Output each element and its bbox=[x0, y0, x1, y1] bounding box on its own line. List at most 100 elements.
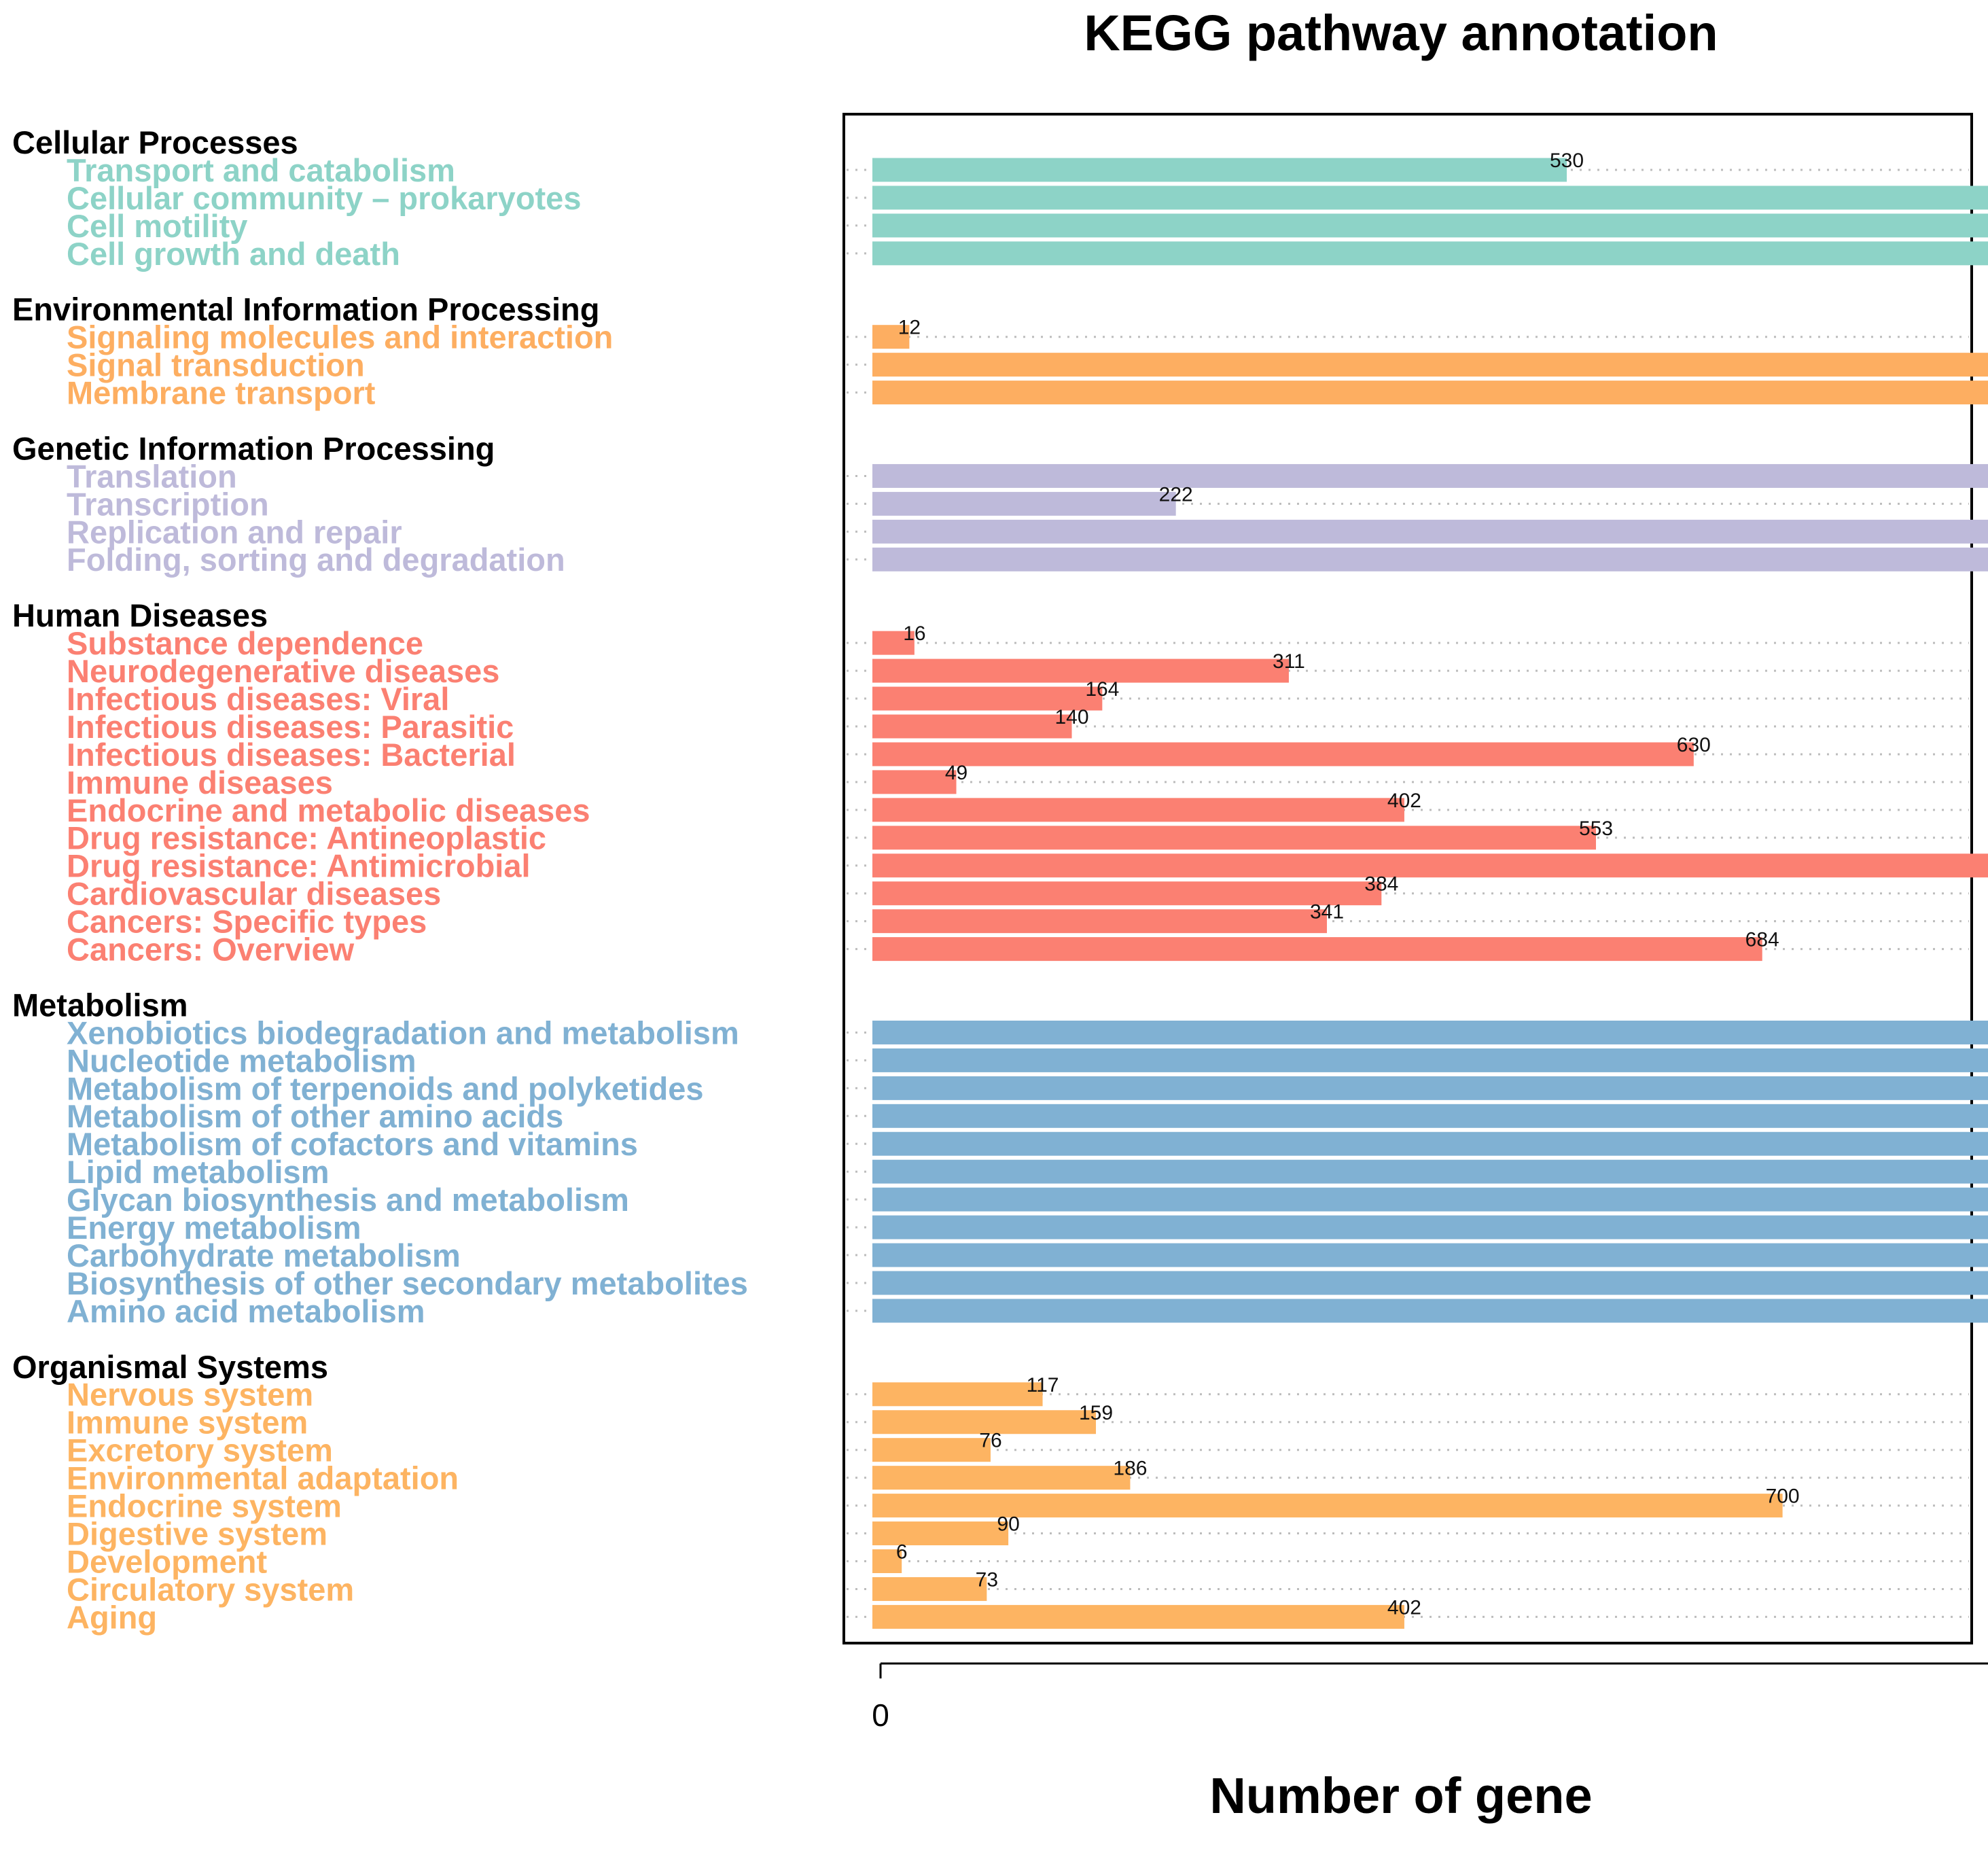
bar bbox=[872, 1299, 1988, 1323]
bar bbox=[872, 631, 915, 655]
group-header: Genetic Information Processing bbox=[12, 430, 495, 466]
category-label: Translation bbox=[67, 458, 237, 494]
bar bbox=[872, 1243, 1988, 1267]
data-label: 159 bbox=[1079, 1402, 1113, 1424]
category-label: Transport and catabolism bbox=[67, 152, 455, 188]
bar bbox=[872, 1466, 1131, 1490]
plot-frame bbox=[842, 113, 1973, 1644]
category-label: Immune diseases bbox=[67, 764, 333, 800]
category-label: Drug resistance: Antineoplastic bbox=[67, 820, 546, 856]
bar bbox=[872, 213, 1988, 238]
bar bbox=[872, 1410, 1097, 1434]
data-label: 530 bbox=[1550, 149, 1584, 172]
data-label: 49 bbox=[945, 762, 968, 784]
group-header: Metabolism bbox=[12, 987, 188, 1023]
bar bbox=[872, 770, 957, 794]
category-label: Cancers: Overview bbox=[67, 932, 355, 968]
bar bbox=[872, 1020, 1988, 1044]
bar bbox=[872, 853, 1988, 878]
category-label: Signaling molecules and interaction bbox=[67, 319, 613, 355]
category-label: Circulatory system bbox=[67, 1571, 354, 1607]
bar-layer bbox=[872, 158, 1988, 1629]
data-label: 630 bbox=[1677, 734, 1711, 756]
data-label: 16 bbox=[903, 622, 925, 645]
data-label: 164 bbox=[1085, 678, 1119, 701]
bar bbox=[872, 1104, 1988, 1128]
category-label: Xenobiotics biodegradation and metabolis… bbox=[67, 1015, 739, 1051]
bar bbox=[872, 1604, 1404, 1629]
data-label: 553 bbox=[1579, 817, 1613, 840]
bar bbox=[872, 658, 1289, 683]
category-label: Endocrine and metabolic diseases bbox=[67, 792, 590, 828]
category-label: Biosynthesis of other secondary metaboli… bbox=[67, 1265, 748, 1301]
bar bbox=[872, 881, 1382, 906]
category-label: Cancers: Specific types bbox=[67, 904, 427, 940]
category-label: Infectious diseases: Parasitic bbox=[67, 709, 514, 745]
bar bbox=[872, 798, 1404, 822]
category-label: Amino acid metabolism bbox=[67, 1293, 425, 1329]
category-label: Cardiovascular diseases bbox=[67, 876, 441, 912]
bar bbox=[872, 1521, 1009, 1546]
bar bbox=[872, 1271, 1988, 1295]
data-label: 384 bbox=[1364, 873, 1398, 896]
data-label: 73 bbox=[976, 1568, 998, 1591]
category-label: Replication and repair bbox=[67, 514, 402, 550]
category-label: Excretory system bbox=[67, 1432, 333, 1468]
bar bbox=[872, 463, 1988, 488]
bar bbox=[872, 826, 1597, 850]
data-label: 402 bbox=[1387, 1596, 1421, 1619]
category-label: Nucleotide metabolism bbox=[67, 1042, 416, 1078]
category-label: Lipid metabolism bbox=[67, 1154, 330, 1190]
category-label: Signal transduction bbox=[67, 347, 365, 383]
bar bbox=[872, 353, 1988, 377]
category-label: Infectious diseases: Viral bbox=[67, 681, 449, 717]
bar bbox=[872, 1131, 1988, 1156]
category-label: Cell growth and death bbox=[67, 236, 400, 272]
category-label: Energy metabolism bbox=[67, 1210, 361, 1246]
bar bbox=[872, 909, 1327, 934]
data-label: 684 bbox=[1745, 929, 1779, 951]
category-label: Folding, sorting and degradation bbox=[67, 542, 565, 578]
category-label: Endocrine system bbox=[67, 1488, 342, 1524]
x-axis: 02000400060008000 bbox=[872, 1662, 1988, 1733]
category-label: Cellular community – prokaryotes bbox=[67, 180, 581, 216]
category-label: Environmental adaptation bbox=[67, 1460, 459, 1496]
data-label: 341 bbox=[1310, 901, 1344, 923]
category-label: Drug resistance: Antimicrobial bbox=[67, 848, 531, 884]
bar bbox=[872, 1159, 1988, 1184]
bar bbox=[872, 714, 1072, 739]
x-axis-label: Number of gene bbox=[1209, 1767, 1592, 1824]
category-label: Development bbox=[67, 1543, 267, 1579]
category-label: Substance dependence bbox=[67, 625, 423, 661]
data-label: 402 bbox=[1387, 790, 1421, 812]
group-header: Human Diseases bbox=[12, 597, 268, 633]
bar bbox=[872, 1382, 1043, 1407]
bar bbox=[872, 1187, 1988, 1212]
bar bbox=[872, 1048, 1988, 1072]
data-label: 700 bbox=[1766, 1485, 1800, 1508]
bar bbox=[872, 686, 1103, 711]
x-tick-label: 0 bbox=[872, 1697, 889, 1733]
category-label: Cell motility bbox=[67, 208, 247, 244]
category-label: Transcription bbox=[67, 486, 269, 522]
group-header: Organismal Systems bbox=[12, 1349, 328, 1385]
category-label: Nervous system bbox=[67, 1377, 313, 1413]
bar bbox=[872, 1549, 902, 1573]
data-label: 90 bbox=[997, 1513, 1019, 1536]
bar bbox=[872, 158, 1567, 182]
label-layer: Cellular Processes 530 Transport and catab… bbox=[12, 124, 1800, 1635]
bar bbox=[872, 1494, 1783, 1518]
data-label: 12 bbox=[898, 317, 921, 339]
category-label: Membrane transport bbox=[67, 375, 376, 411]
data-label: 311 bbox=[1273, 650, 1305, 673]
category-label: Immune system bbox=[67, 1405, 308, 1441]
bar bbox=[872, 1215, 1988, 1239]
bar bbox=[872, 381, 1988, 405]
bar bbox=[872, 937, 1762, 962]
bar bbox=[872, 547, 1988, 571]
data-label: 76 bbox=[979, 1430, 1001, 1452]
chart-title: KEGG pathway annotation bbox=[1084, 5, 1718, 61]
data-label: 222 bbox=[1159, 483, 1193, 506]
category-label: Aging bbox=[67, 1599, 157, 1635]
